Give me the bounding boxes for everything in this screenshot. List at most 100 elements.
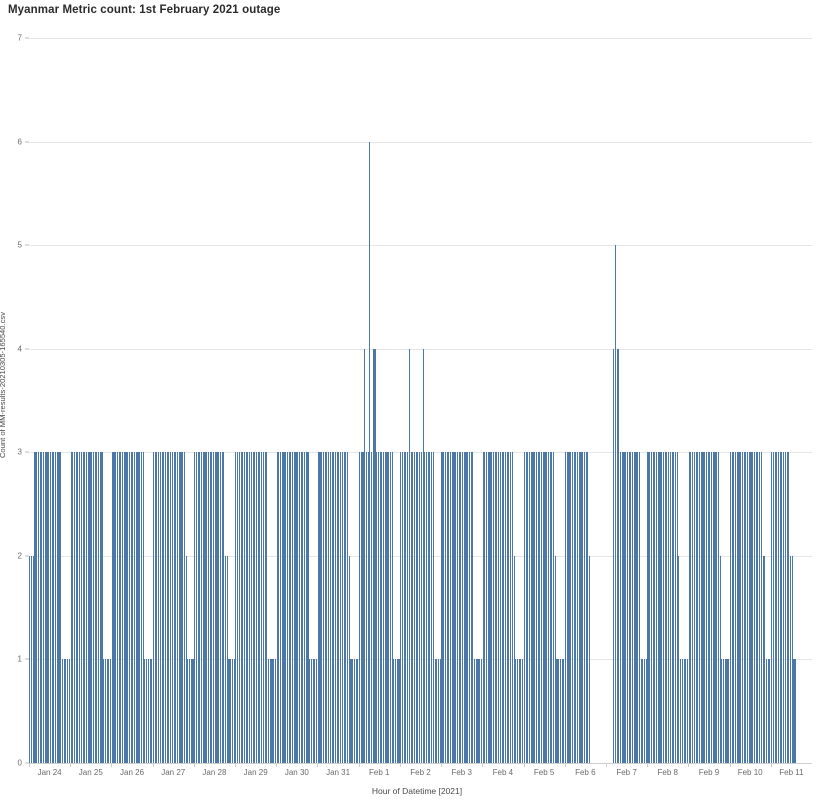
y-axis-tick-label: 0	[17, 758, 22, 768]
bar	[710, 452, 713, 763]
bar	[561, 659, 563, 763]
bar	[767, 659, 769, 763]
bar	[721, 659, 723, 763]
bar	[207, 452, 209, 763]
bar	[642, 659, 644, 763]
bar	[623, 452, 625, 763]
bar	[49, 452, 51, 763]
bar	[688, 452, 690, 763]
bar	[764, 555, 766, 763]
bar	[712, 452, 714, 763]
x-axis-tick-mark	[317, 763, 319, 767]
bar	[242, 452, 244, 763]
bar	[140, 452, 142, 763]
bar	[475, 659, 477, 763]
bar	[175, 452, 177, 763]
x-axis-tick-label: Feb 4	[492, 768, 514, 777]
bar	[649, 452, 651, 763]
bar	[666, 452, 668, 763]
x-axis-tick-label: Feb 2	[410, 768, 431, 777]
bar	[544, 452, 546, 763]
bar	[717, 452, 719, 763]
bar	[661, 452, 663, 763]
bar	[176, 452, 179, 763]
bar	[535, 452, 537, 763]
bar	[154, 452, 156, 763]
bar	[731, 452, 733, 763]
bar	[278, 452, 280, 763]
bar	[626, 452, 628, 763]
bar	[110, 659, 112, 763]
bar	[527, 452, 529, 763]
bar	[724, 659, 726, 763]
bar	[492, 452, 495, 763]
bar	[570, 452, 572, 763]
bar	[446, 452, 448, 763]
bar	[650, 452, 652, 763]
bar	[748, 452, 750, 763]
bar	[348, 555, 350, 763]
bar	[431, 452, 433, 763]
bar	[412, 452, 414, 763]
bar	[290, 452, 292, 763]
bar	[309, 659, 311, 763]
bar	[400, 452, 402, 763]
y-axis-tick-mark	[25, 451, 29, 453]
bar	[201, 452, 203, 763]
bar	[334, 452, 337, 763]
bar	[786, 452, 788, 763]
bar	[269, 659, 271, 763]
bar	[39, 452, 41, 763]
bar	[537, 452, 539, 763]
bar	[668, 452, 670, 763]
bar	[747, 452, 749, 763]
bar	[312, 659, 314, 763]
bar	[568, 452, 570, 763]
x-axis-tick-mark	[688, 763, 690, 767]
bar	[206, 452, 208, 763]
bar	[566, 452, 568, 763]
bar	[759, 452, 761, 763]
bar	[705, 452, 707, 763]
bar	[774, 452, 776, 763]
bar	[678, 555, 680, 763]
bar	[168, 452, 170, 763]
x-axis-tick-label: Feb 5	[533, 768, 555, 777]
bar	[733, 452, 735, 763]
bar	[726, 659, 728, 763]
bar	[549, 452, 551, 763]
bar	[460, 452, 462, 763]
y-axis-tick-mark	[25, 141, 29, 143]
gridline	[29, 659, 812, 661]
bar	[161, 452, 163, 763]
bar	[82, 452, 84, 763]
bar	[221, 452, 223, 763]
bar	[333, 452, 335, 763]
bar	[547, 452, 549, 763]
bar	[190, 659, 192, 763]
bar	[482, 452, 484, 763]
bar	[55, 452, 57, 763]
bar	[346, 452, 349, 763]
bar	[116, 452, 118, 763]
bar	[122, 452, 124, 763]
bar	[197, 452, 199, 763]
bar	[498, 452, 500, 763]
bar	[60, 452, 62, 763]
x-axis-tick-label: Jan 26	[120, 768, 145, 777]
x-axis-tick-label: Feb 8	[657, 768, 678, 777]
bar	[743, 452, 745, 763]
bar	[652, 452, 654, 763]
bar	[146, 659, 148, 763]
bar	[237, 452, 239, 763]
bar	[130, 452, 132, 763]
bar	[437, 659, 440, 763]
bar	[479, 659, 481, 763]
bar	[494, 452, 496, 763]
gridline	[29, 141, 812, 143]
bar	[58, 452, 60, 763]
bar	[358, 452, 361, 763]
bar	[202, 452, 204, 763]
bar	[474, 659, 476, 763]
bar	[408, 348, 410, 763]
